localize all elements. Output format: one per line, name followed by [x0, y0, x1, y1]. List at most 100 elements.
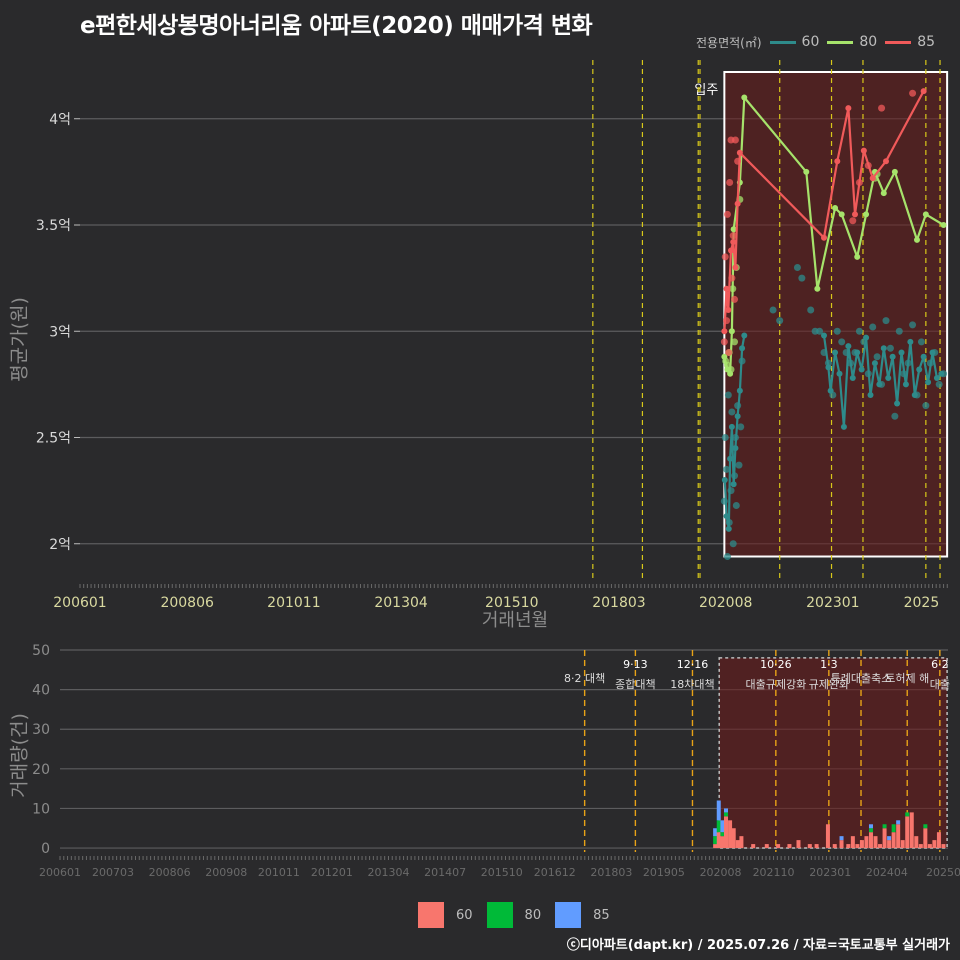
price-line-point-60: [728, 423, 735, 430]
volume-annotation-date: 10·26: [760, 658, 792, 671]
price-line-point-85: [852, 211, 858, 218]
volume-bar-60: [764, 844, 769, 849]
bottom-legend-item-80: 80: [486, 902, 542, 928]
volume-y-axis-label: 거래량(건): [8, 713, 31, 798]
price-point-60: [935, 380, 943, 388]
top-legend-swatch-80: [827, 40, 854, 44]
price-line-point-60: [885, 375, 892, 381]
price-line-point-60: [858, 366, 865, 373]
volume-annotation-text: 토허제 해: [885, 671, 929, 685]
price-line-point-80: [721, 353, 728, 360]
volume-bar-60: [735, 840, 740, 849]
volume-bar-60: [905, 816, 910, 849]
price-point-60: [737, 423, 745, 431]
volume-annotation-date: 6·2: [931, 658, 949, 671]
price-chart: 2억 2.5억 3억 3.5억 4억 입주 200601 200806 201011 201304…: [36, 60, 949, 611]
price-line-point-60: [916, 366, 923, 373]
volume-x-tick-label: 202008: [700, 866, 742, 879]
price-point-60: [917, 338, 925, 346]
price-y-axis-label: 평균가(원): [8, 297, 31, 382]
price-line-point-60: [730, 481, 737, 488]
price-line-point-60: [894, 400, 901, 407]
volume-bar-60: [807, 844, 812, 849]
volume-x-tick-label: 201905: [643, 866, 685, 879]
price-line-point-80: [727, 370, 734, 377]
price-line-point-60: [821, 332, 827, 339]
volume-bar-60: [900, 840, 905, 849]
volume-y-tick-label: 20: [32, 762, 50, 778]
price-line-point-60: [825, 364, 832, 371]
volume-bar-85: [724, 808, 728, 813]
volume-bar-60: [918, 844, 923, 849]
top-legend-swatch-60: [769, 40, 796, 44]
price-line-point-85: [845, 105, 852, 112]
price-line-point-80: [741, 94, 748, 101]
volume-x-tick-label: 20250: [926, 866, 960, 879]
volume-bar-60: [713, 844, 718, 849]
volume-annotation-text: 18차대책: [670, 678, 714, 691]
price-line-point-60: [723, 513, 730, 520]
top-legend-label-80: 80: [859, 34, 878, 50]
volume-x-tick-label: 201510: [481, 866, 523, 879]
price-line-point-80: [914, 236, 920, 243]
volume-bar-60: [825, 824, 830, 849]
volume-bar-60: [873, 836, 878, 849]
price-line-point-80: [838, 211, 845, 218]
price-line-point-60: [876, 381, 883, 388]
price-highlight-region: [723, 71, 949, 558]
price-point-60: [909, 321, 917, 329]
volume-bar-60: [859, 840, 864, 849]
volume-annotation-text: 8·2 대책: [564, 672, 605, 685]
volume-annotation-text: 특례대출축소: [831, 672, 892, 685]
volume-annotation-text: 규제완화: [809, 678, 849, 691]
price-line-point-60: [732, 445, 739, 452]
price-line-point-60: [898, 349, 905, 356]
volume-x-tick-label: 201803: [590, 866, 632, 879]
price-line-point-60: [911, 392, 918, 398]
bottom-legend: 60 80 85: [418, 902, 624, 928]
price-line-point-85: [730, 239, 737, 245]
price-line-point-85: [883, 158, 889, 165]
top-legend: 전용면적(㎡) 60 80 85: [696, 32, 935, 52]
chart-title: e편한세상봉명아너리움 아파트(2020) 매매가격 변화: [80, 13, 593, 39]
price-line-point-60: [849, 375, 856, 381]
price-line-point-80: [814, 285, 821, 292]
price-point-60: [723, 553, 731, 560]
price-y-tick-label: 3.5억: [36, 218, 71, 234]
price-line-point-80: [880, 190, 887, 197]
price-line-point-60: [836, 370, 843, 377]
price-line-point-60: [832, 349, 839, 356]
volume-x-tick-label: 202301: [809, 866, 851, 879]
price-line-point-60: [871, 360, 878, 367]
price-x-tick-label: 200601: [53, 595, 106, 611]
price-point-60: [895, 327, 903, 335]
price-x-tick-label: 202008: [699, 595, 752, 611]
price-point-60: [886, 344, 894, 352]
volume-bar-60: [932, 840, 937, 849]
price-line-point-60: [725, 525, 732, 532]
volume-bar-60: [832, 844, 837, 849]
volume-bar-85: [839, 836, 844, 841]
volume-bar-60: [914, 836, 919, 849]
price-line-point-60: [880, 345, 887, 352]
price-line-point-60: [721, 477, 728, 483]
volume-x-tick-label: 201304: [367, 866, 409, 879]
price-line-point-80: [863, 211, 870, 218]
bottom-legend-label-80: 80: [524, 907, 542, 923]
volume-bar-85: [887, 836, 892, 841]
price-highlight-label: 입주: [694, 83, 718, 98]
volume-bar-85: [868, 824, 873, 829]
price-line-point-60: [854, 349, 861, 356]
price-point-60: [721, 434, 729, 441]
volume-annotation-text: 대출: [930, 678, 950, 691]
price-line-point-80: [803, 168, 810, 175]
price-line-point-60: [840, 423, 847, 430]
bottom-legend-item-60: 60: [418, 902, 473, 928]
price-line-point-85: [860, 147, 867, 154]
price-line-point-80: [730, 226, 737, 233]
price-point-60: [873, 353, 881, 361]
price-point-60: [728, 408, 736, 416]
price-line-point-60: [938, 370, 945, 377]
price-point-60: [776, 317, 784, 325]
price-line-point-60: [889, 353, 896, 360]
